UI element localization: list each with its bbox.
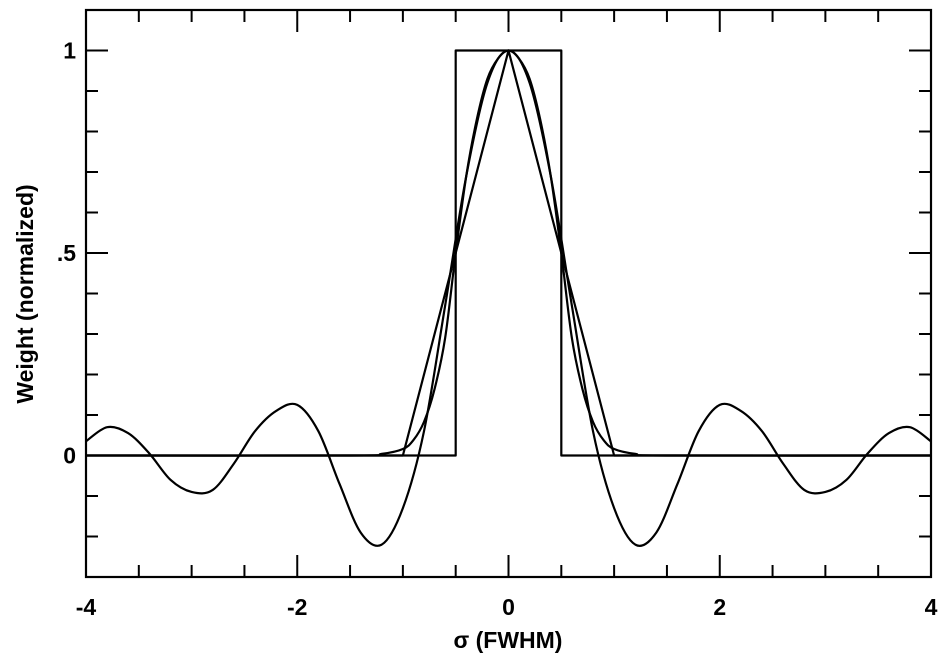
series-line-4 xyxy=(86,49,931,457)
series-line-2 xyxy=(86,49,931,457)
y-tick-labels: 0.51 xyxy=(57,38,76,469)
x-tick-label: 0 xyxy=(502,594,515,620)
x-axis-label: σ (FWHM) xyxy=(454,627,563,653)
y-tick-label: 1 xyxy=(63,38,76,64)
plot-frame xyxy=(84,8,933,579)
tick-marks xyxy=(85,9,932,578)
series-layer xyxy=(85,49,932,547)
x-tick-labels: -4 -2 0 2 4 xyxy=(76,594,938,620)
x-tick-label: -4 xyxy=(76,594,97,620)
x-tick-label: -2 xyxy=(287,594,307,620)
y-axis-label: Weight (normalized) xyxy=(12,184,38,403)
series-line-1 xyxy=(85,49,932,547)
x-tick-label: 2 xyxy=(713,594,726,620)
y-tick-label: 0 xyxy=(63,443,76,469)
series-line-3 xyxy=(85,49,932,457)
y-tick-label: .5 xyxy=(57,240,76,266)
x-tick-label: 4 xyxy=(925,594,938,620)
